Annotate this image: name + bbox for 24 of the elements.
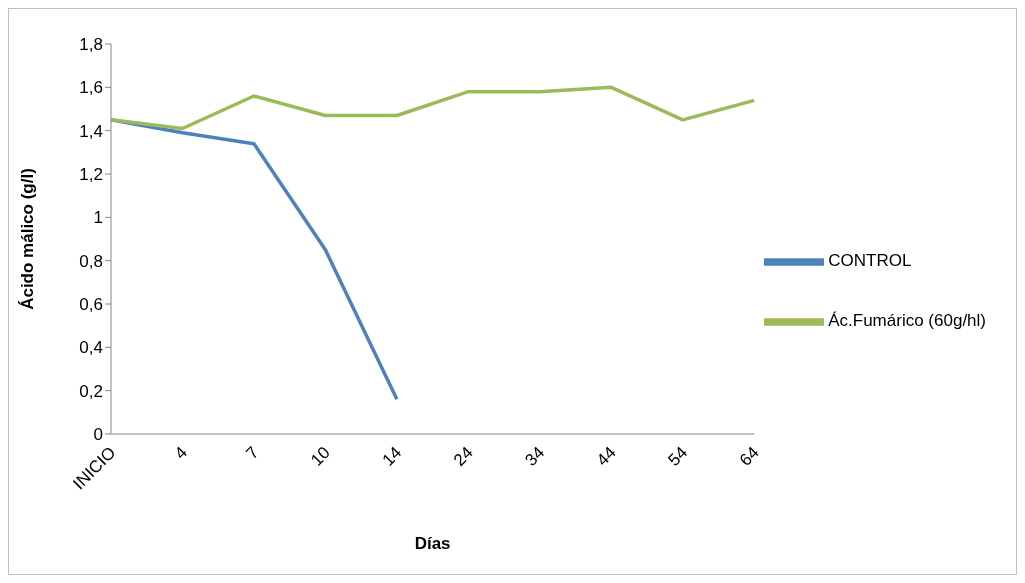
y-tick-label: 0,2 [79,381,103,401]
x-axis-title: Días [414,534,451,553]
x-tick-label: 4 [170,443,191,464]
y-tick-label: 1 [93,208,103,228]
x-tick-label: 54 [664,443,692,470]
x-tick-label: 24 [450,443,477,470]
x-tick-label: 14 [378,443,406,470]
y-axis-title: Ácido málico (g/l) [18,168,38,310]
y-tick-label: 0,8 [79,251,103,271]
y-tick-label: 1,4 [79,121,103,141]
legend-label: CONTROL [828,250,912,270]
x-tick-label: 34 [521,443,549,470]
line-series [109,85,756,131]
y-tick-label: 1,8 [79,35,103,55]
legend-label: Ác.Fumárico (60g/hl) [828,310,986,330]
x-tick-label: 44 [592,443,620,470]
x-tick-label: 10 [307,443,334,470]
y-tick-label: 0,6 [79,295,103,315]
y-tick-label: 1,2 [79,165,103,185]
y-tick-label: 0 [93,425,103,445]
x-tick-label: 7 [242,443,263,464]
x-tick-label: 64 [735,443,763,470]
y-tick-label: 0,4 [79,338,103,358]
y-tick-label: 1,6 [79,78,103,98]
